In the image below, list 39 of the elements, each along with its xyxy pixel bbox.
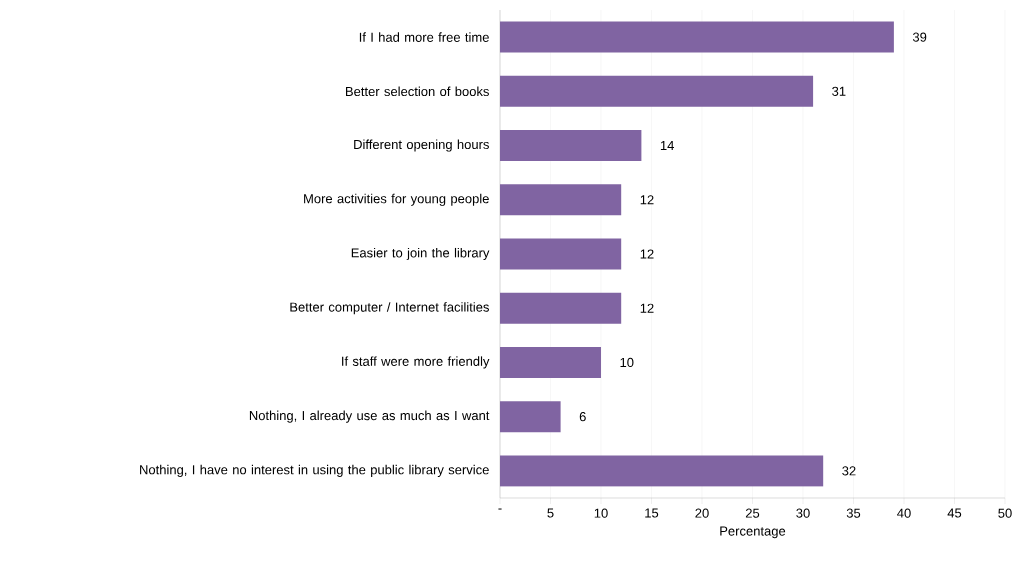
bar xyxy=(500,455,824,487)
x-tick-label: 35 xyxy=(846,508,861,518)
x-tick-label: 50 xyxy=(998,508,1012,518)
x-tick-label: - xyxy=(498,508,502,510)
x-tick-label: 45 xyxy=(947,508,962,518)
y-tick-label: Different opening hours xyxy=(354,139,489,152)
y-tick-label: If I had more free time xyxy=(359,32,489,42)
x-tick-label: 30 xyxy=(796,508,810,518)
data-label: 12 xyxy=(640,303,654,313)
bar xyxy=(500,346,601,378)
y-tick-label: Better selection of books xyxy=(346,86,489,97)
data-label: 31 xyxy=(832,86,846,96)
data-label: 14 xyxy=(660,141,675,151)
x-tick-label: 10 xyxy=(594,508,608,518)
bar xyxy=(500,75,814,107)
y-tick-label: Nothing, I already use as much as I want xyxy=(249,410,490,423)
data-label: 6 xyxy=(579,412,586,422)
y-tick-label: Better computer / Internet facilities xyxy=(290,302,489,315)
y-tick-label: If staff were more friendly xyxy=(342,356,490,369)
y-tick-label: More activities for young people xyxy=(304,193,489,206)
data-label: 10 xyxy=(620,357,634,368)
bar xyxy=(500,238,622,270)
data-label: 12 xyxy=(640,249,654,259)
x-axis-title: Percentage xyxy=(720,526,786,539)
x-tick-label: 5 xyxy=(547,508,554,518)
bar xyxy=(500,130,642,162)
y-tick-label: Easier to join the library xyxy=(351,247,490,261)
data-label: 12 xyxy=(640,195,654,205)
bar xyxy=(500,292,622,324)
x-tick-label: 25 xyxy=(745,508,760,518)
data-label: 39 xyxy=(912,32,927,42)
x-tick-label: 20 xyxy=(695,508,709,518)
data-label: 32 xyxy=(842,466,856,476)
x-tick-label: 15 xyxy=(645,508,659,518)
bar xyxy=(500,401,561,433)
x-tick-label: 40 xyxy=(897,508,911,518)
bar xyxy=(500,184,622,216)
bar xyxy=(500,21,894,53)
y-tick-label: Nothing, I have no interest in using the public library service xyxy=(140,464,489,477)
